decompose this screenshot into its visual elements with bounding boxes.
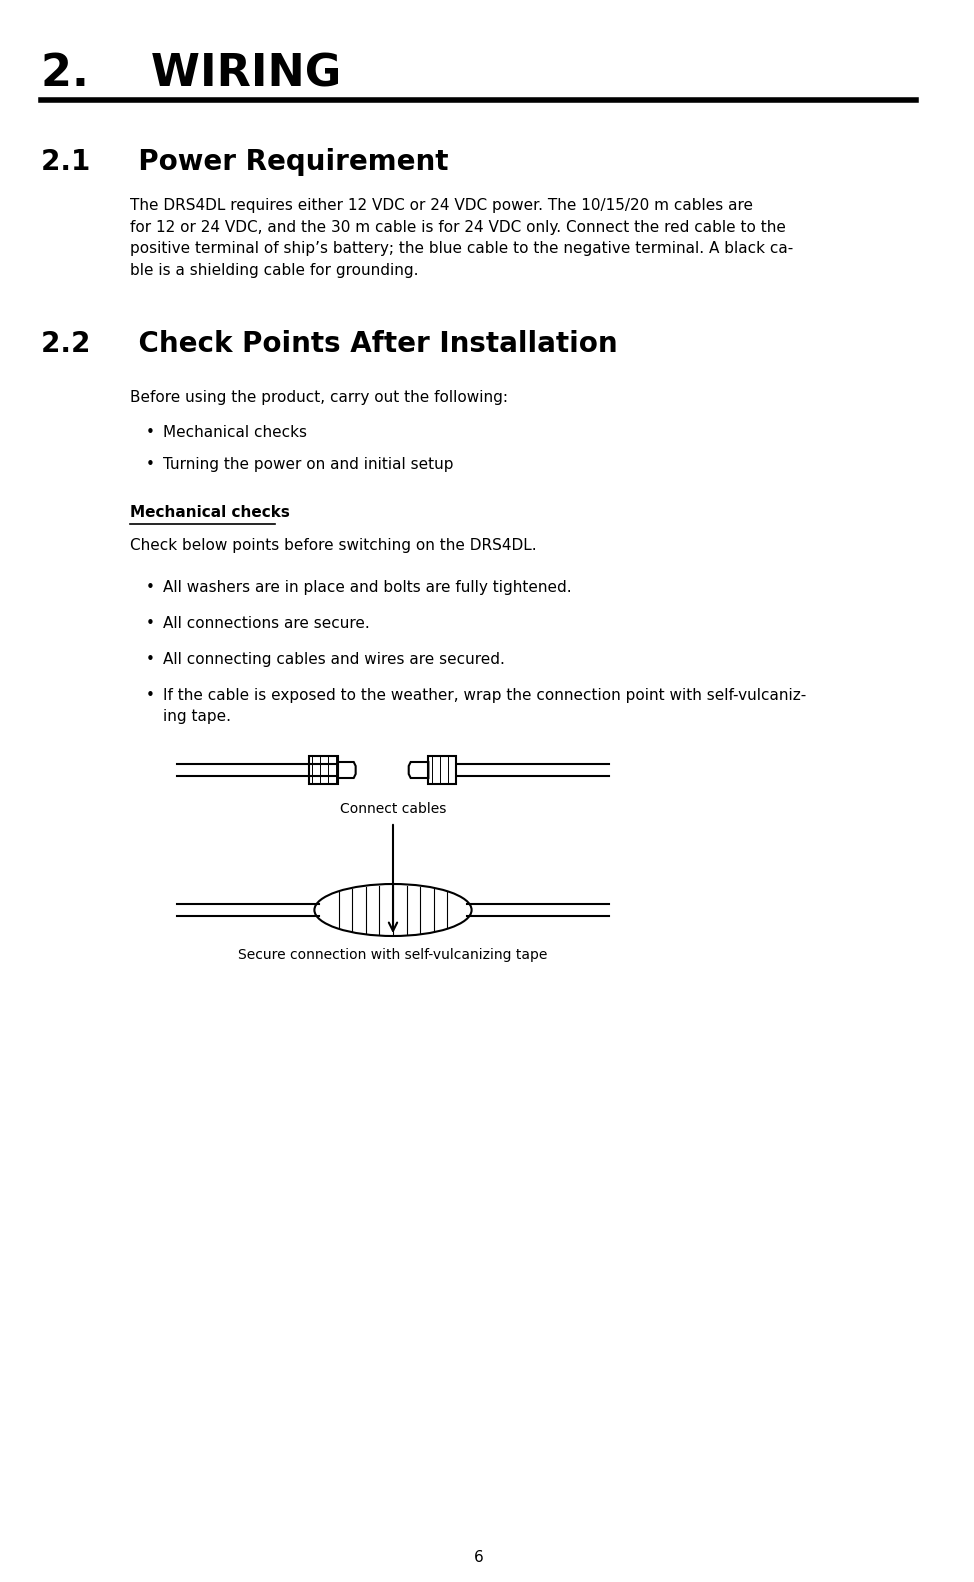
Text: Turning the power on and initial setup: Turning the power on and initial setup — [163, 457, 454, 471]
Text: •: • — [145, 688, 154, 702]
Text: If the cable is exposed to the weather, wrap the connection point with self-vulc: If the cable is exposed to the weather, … — [163, 688, 806, 725]
Text: •: • — [145, 457, 154, 471]
Text: Mechanical checks: Mechanical checks — [130, 505, 289, 520]
Text: 6: 6 — [473, 1550, 483, 1565]
Text: 2.2     Check Points After Installation: 2.2 Check Points After Installation — [41, 331, 618, 358]
Text: Mechanical checks: Mechanical checks — [163, 426, 307, 440]
Text: All washers are in place and bolts are fully tightened.: All washers are in place and bolts are f… — [163, 581, 572, 595]
Text: Before using the product, carry out the following:: Before using the product, carry out the … — [130, 391, 507, 405]
Text: Connect cables: Connect cables — [340, 802, 446, 816]
Text: The DRS4DL requires either 12 VDC or 24 VDC power. The 10/15/20 m cables are
for: The DRS4DL requires either 12 VDC or 24 … — [130, 198, 793, 278]
Text: 2.1     Power Requirement: 2.1 Power Requirement — [41, 149, 449, 176]
Text: All connections are secure.: All connections are secure. — [163, 615, 370, 631]
Text: •: • — [145, 615, 154, 631]
Text: Check below points before switching on the DRS4DL.: Check below points before switching on t… — [130, 538, 537, 554]
Text: Secure connection with self-vulcanizing tape: Secure connection with self-vulcanizing … — [239, 948, 547, 962]
Text: •: • — [145, 426, 154, 440]
Text: •: • — [145, 652, 154, 668]
Text: All connecting cables and wires are secured.: All connecting cables and wires are secu… — [163, 652, 505, 668]
Text: •: • — [145, 581, 154, 595]
Text: 2.    WIRING: 2. WIRING — [41, 52, 342, 95]
